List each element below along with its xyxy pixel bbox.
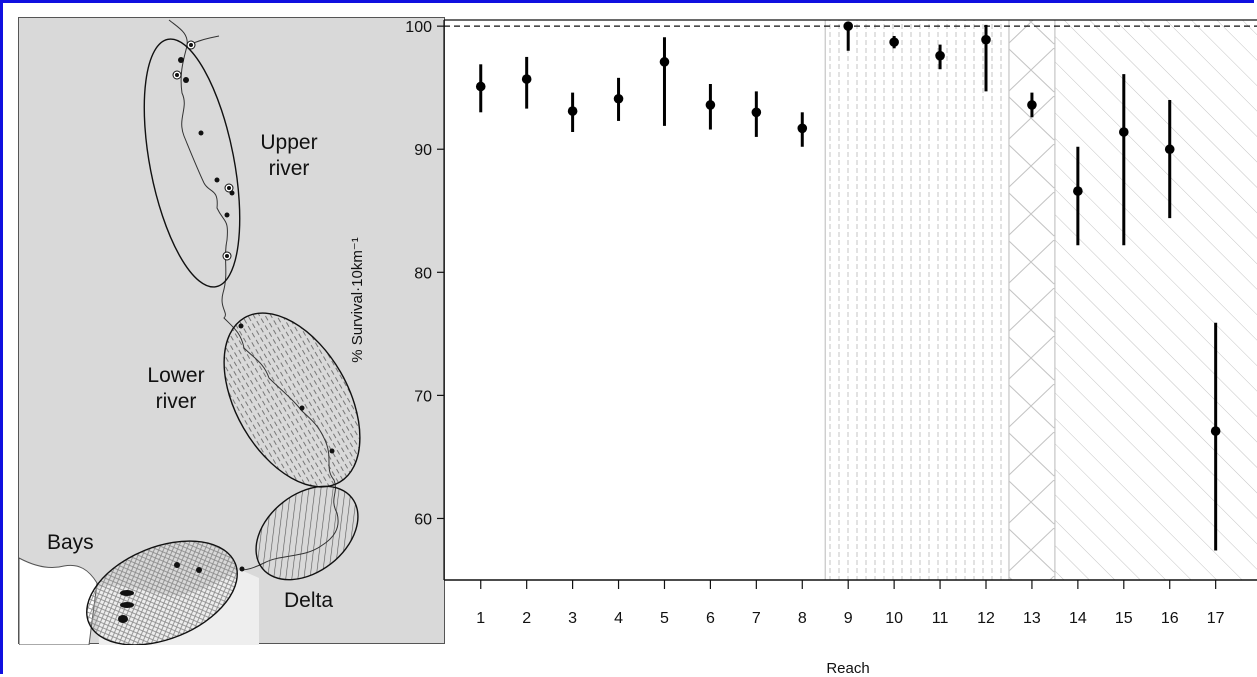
point-reach-2 xyxy=(521,74,532,84)
x-tick-label: 2 xyxy=(522,610,531,627)
data-points xyxy=(475,21,1221,551)
upper-river-label-line2: river xyxy=(268,157,310,180)
x-tick-label: 1 xyxy=(476,610,485,627)
point-reach-8 xyxy=(797,123,808,134)
x-tick-label: 7 xyxy=(752,610,761,627)
lower-river-label-line2: river xyxy=(155,390,197,413)
lower-river-label-line1: Lower xyxy=(147,364,205,387)
point-reach-13 xyxy=(1027,100,1037,110)
bays-ellipse xyxy=(86,540,238,646)
region-lower-river xyxy=(825,20,1009,580)
point-reach-12 xyxy=(981,34,991,45)
y-tick-label: 70 xyxy=(414,388,432,405)
x-tick-label: 5 xyxy=(660,610,669,627)
y-tick-label: 80 xyxy=(414,265,432,282)
x-tick-label: 9 xyxy=(844,610,853,627)
x-tick-label: 14 xyxy=(1069,610,1087,627)
upper-river-ellipse xyxy=(143,38,241,288)
upper-river-label: Upper river xyxy=(244,130,334,182)
x-tick-label: 16 xyxy=(1161,610,1179,627)
point-reach-17 xyxy=(1210,426,1221,436)
point-reach-11 xyxy=(935,50,945,61)
upper-river-label-line1: Upper xyxy=(260,131,318,154)
x-axis-title: Reach xyxy=(826,660,869,677)
lower-river-ellipse xyxy=(223,312,361,488)
x-tick-label: 17 xyxy=(1207,610,1225,627)
y-axis-title: % Survival·10km⁻¹ xyxy=(349,237,366,362)
x-tick-label: 10 xyxy=(885,610,903,627)
region-backgrounds xyxy=(824,20,1257,580)
point-reach-7 xyxy=(751,107,762,118)
study-area-map: Upper river Lower river Bays Delta xyxy=(18,17,445,646)
x-tick-label: 4 xyxy=(614,610,623,627)
y-tick-label: 100 xyxy=(405,19,432,36)
point-reach-14 xyxy=(1073,186,1083,196)
point-reach-1 xyxy=(475,81,486,92)
point-reach-9 xyxy=(843,21,854,31)
point-reach-4 xyxy=(613,93,624,104)
point-reach-10 xyxy=(889,37,899,47)
x-tick-label: 13 xyxy=(1023,610,1041,627)
receiver-stations xyxy=(118,40,335,623)
lower-river-label: Lower river xyxy=(131,363,221,415)
point-reach-3 xyxy=(567,106,578,116)
y-tick-label: 60 xyxy=(414,511,432,528)
point-reach-16 xyxy=(1164,144,1175,155)
region-delta xyxy=(1054,20,1257,580)
x-tick-label: 3 xyxy=(568,610,577,627)
x-tick-label: 11 xyxy=(932,610,949,627)
point-reach-6 xyxy=(705,100,716,110)
x-tick-label: 6 xyxy=(706,610,715,627)
y-tick-label: 90 xyxy=(414,142,432,159)
x-tick-label: 8 xyxy=(798,610,807,627)
map-drawing xyxy=(18,19,361,646)
delta-ellipse xyxy=(255,485,359,581)
delta-label: Delta xyxy=(284,589,334,612)
point-reach-15 xyxy=(1118,127,1129,137)
point-reach-5 xyxy=(659,57,670,67)
bays-label: Bays xyxy=(47,531,94,554)
x-tick-label: 15 xyxy=(1115,610,1133,627)
x-tick-label: 12 xyxy=(977,610,995,627)
